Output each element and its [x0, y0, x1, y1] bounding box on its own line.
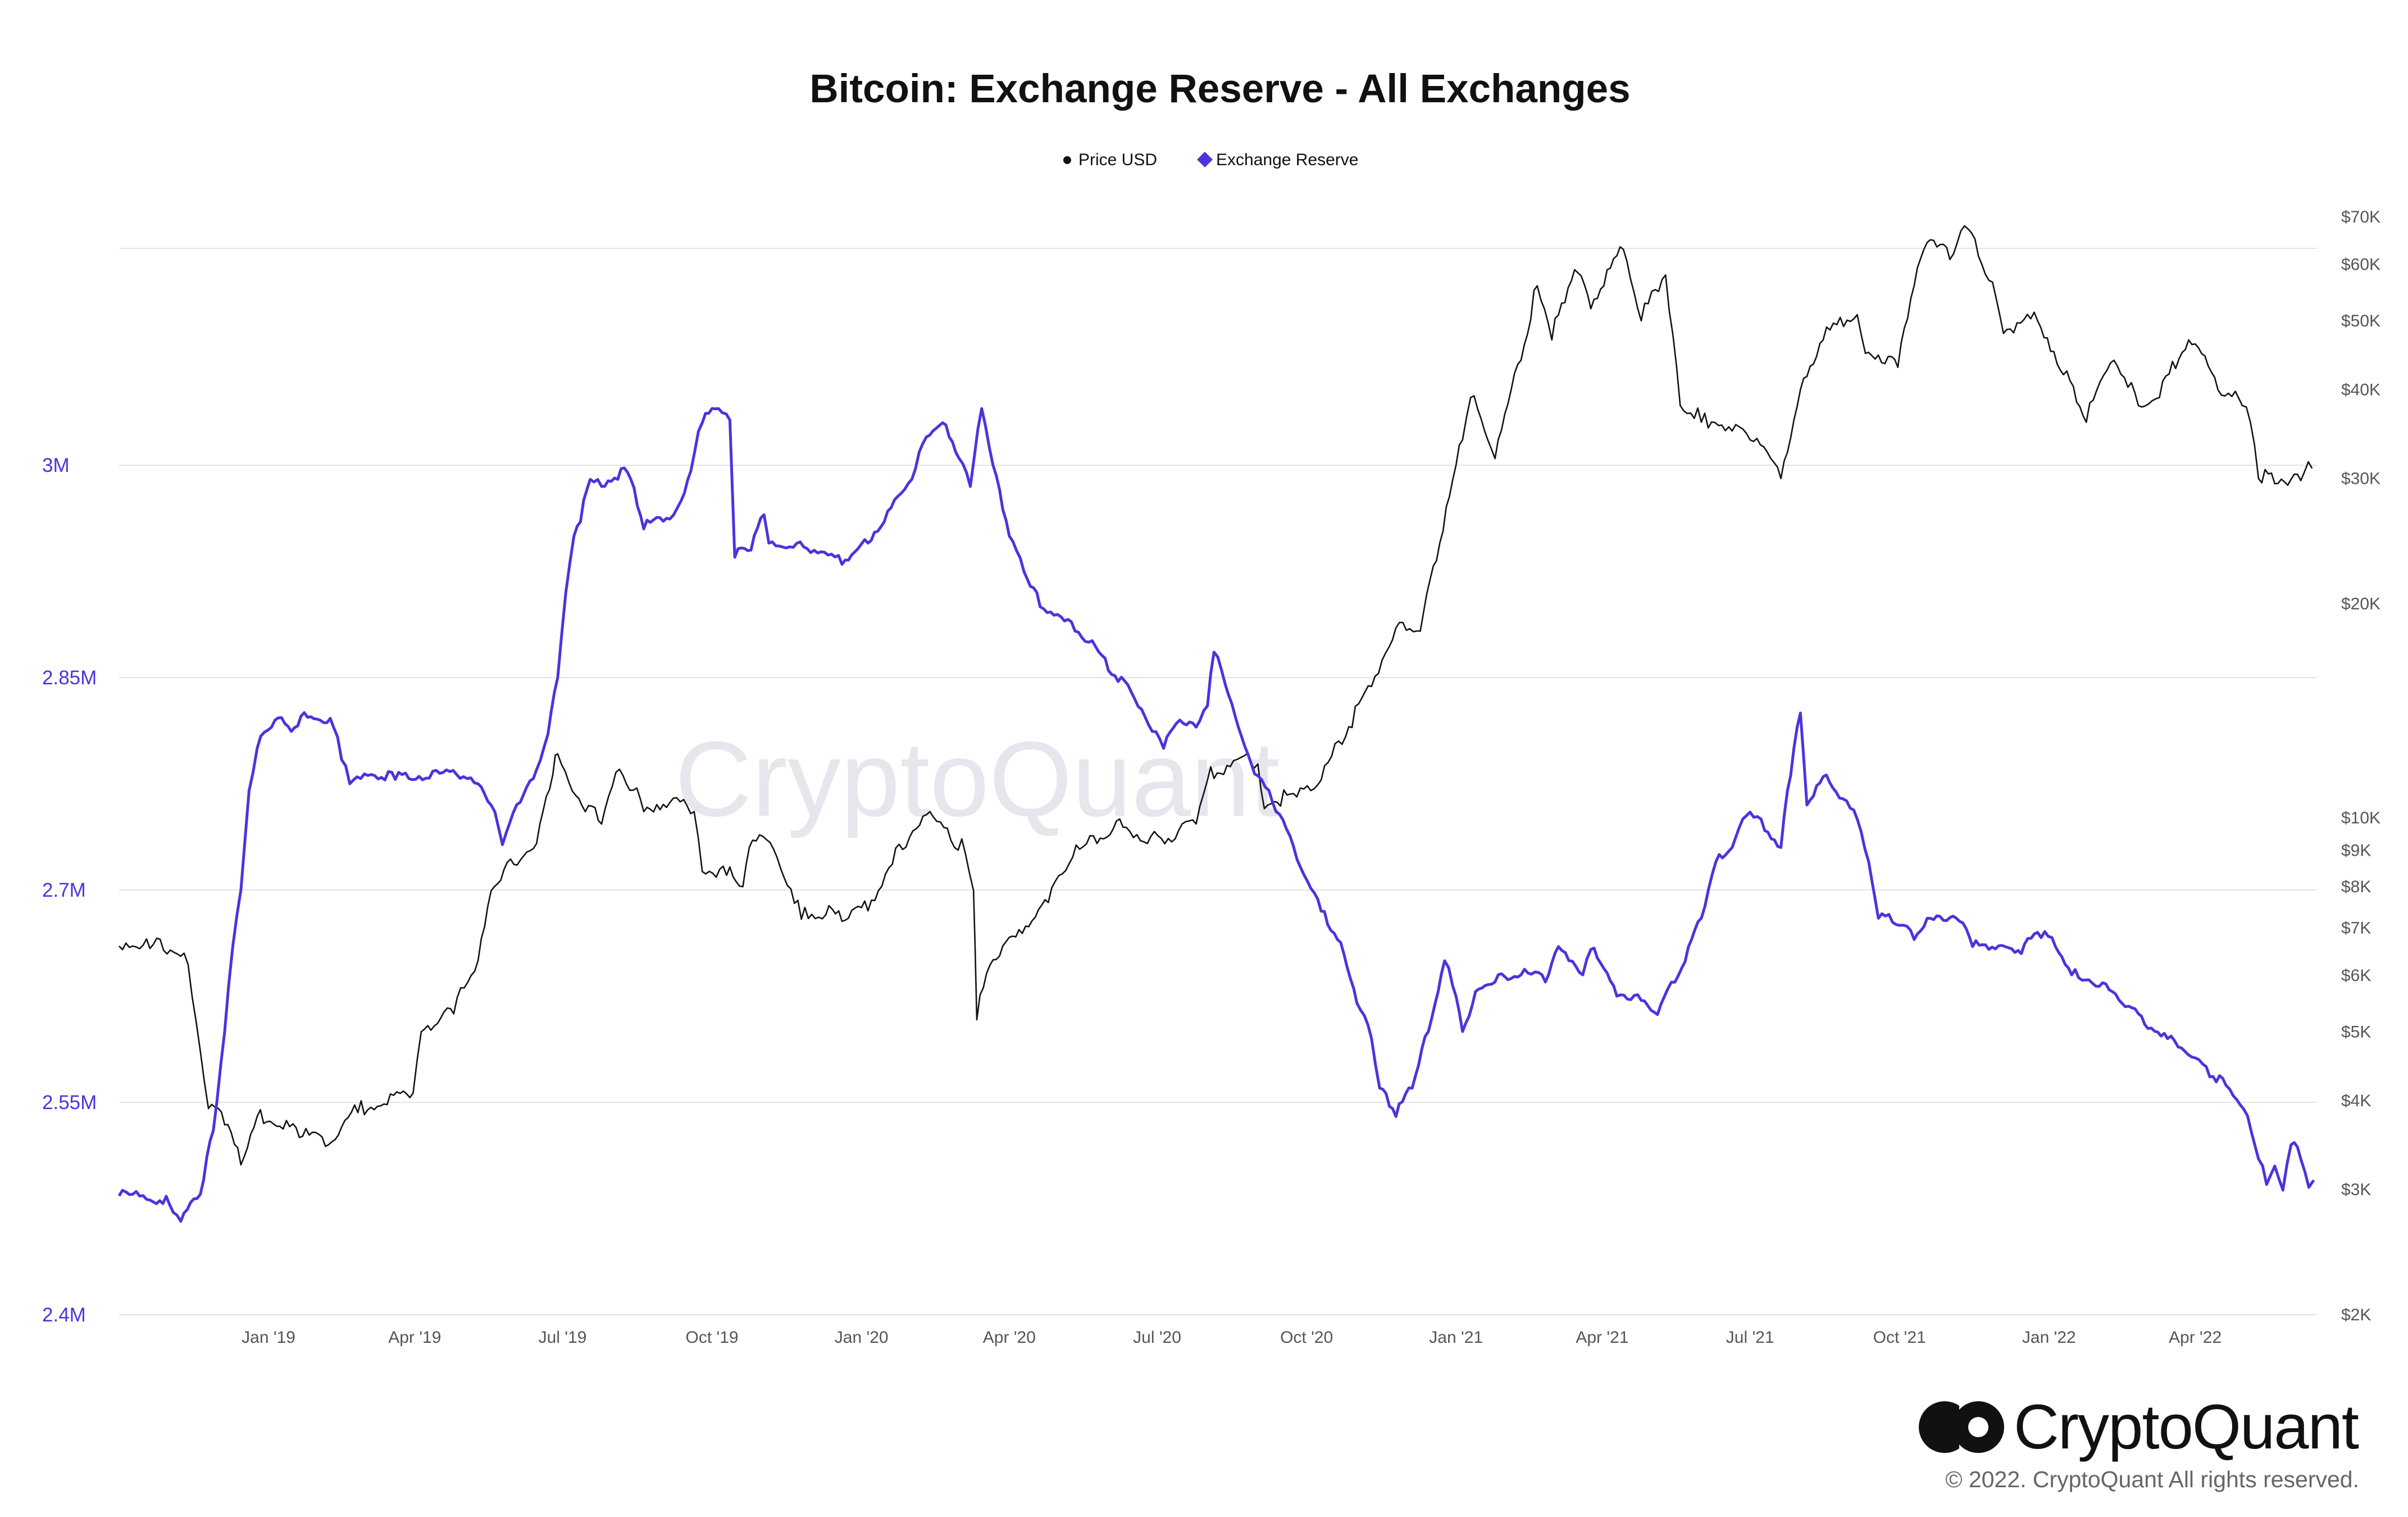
y-right-tick-label: $6K — [2341, 966, 2371, 985]
legend-marker-reserve — [1197, 152, 1213, 167]
cryptoquant-logo-icon — [1919, 1401, 2004, 1453]
x-tick-label: Jan '19 — [242, 1328, 295, 1347]
y-right-tick-label: $70K — [2341, 208, 2380, 226]
x-tick-label: Apr '19 — [388, 1328, 441, 1347]
y-left-tick-label: 2.55M — [42, 1092, 97, 1114]
watermark: CryptoQuant — [675, 720, 1280, 839]
y-right-tick-label: $8K — [2341, 878, 2371, 896]
x-tick-label: Apr '21 — [1576, 1328, 1628, 1347]
x-tick-label: Jul '20 — [1133, 1328, 1181, 1347]
y-right-tick-label: $7K — [2341, 919, 2371, 937]
y-right-tick-label: $30K — [2341, 470, 2380, 488]
x-tick-label: Apr '20 — [983, 1328, 1036, 1347]
y-left-tick-label: 2.4M — [42, 1304, 86, 1326]
x-axis: Jan '19 Apr '19 Jul '19 Oct '19 Jan '20 Apr '… — [242, 1328, 2222, 1347]
y-right-tick-label: $50K — [2341, 312, 2380, 330]
y-right-tick-label: $9K — [2341, 841, 2371, 860]
series-line-exchange-reserve — [117, 407, 2315, 1223]
brand-name: CryptoQuant — [2014, 1392, 2359, 1462]
legend-label: Price USD — [1078, 151, 1157, 169]
y-axis-right: $2K $3K $4K $5K $6K $7K $8K $9K $10K $20K $30K $40K… — [2341, 208, 2380, 1324]
brand-logo: CryptoQuant — [1919, 1392, 2360, 1462]
plot-area — [117, 225, 2315, 1223]
x-tick-label: Apr '22 — [2169, 1328, 2222, 1347]
x-tick-label: Oct '21 — [1873, 1328, 1926, 1347]
y-right-tick-label: $40K — [2341, 381, 2380, 399]
y-right-tick-label: $2K — [2341, 1306, 2371, 1324]
y-right-tick-label: $60K — [2341, 256, 2380, 274]
x-tick-label: Jan '21 — [1429, 1328, 1483, 1347]
legend-label: Exchange Reserve — [1216, 151, 1358, 169]
grid-lines — [119, 248, 2317, 1315]
legend-marker-price — [1063, 156, 1071, 164]
x-tick-label: Jan '22 — [2022, 1328, 2076, 1347]
series-line-price-usd — [119, 225, 2313, 1166]
y-left-tick-label: 2.7M — [42, 879, 86, 901]
chart-legend: Price USD Exchange Reserve — [1063, 151, 1358, 169]
x-tick-label: Jul '21 — [1726, 1328, 1774, 1347]
x-tick-label: Jul '19 — [539, 1328, 587, 1347]
copyright-text: © 2022. CryptoQuant All rights reserved. — [1945, 1466, 2359, 1492]
y-left-tick-label: 3M — [42, 455, 70, 476]
y-left-tick-label: 2.85M — [42, 667, 97, 689]
y-right-tick-label: $5K — [2341, 1023, 2371, 1041]
y-axis-left: 2.4M 2.55M 2.7M 2.85M 3M — [42, 455, 97, 1326]
x-tick-label: Oct '20 — [1280, 1328, 1333, 1347]
y-right-tick-label: $3K — [2341, 1180, 2371, 1199]
y-right-tick-label: $4K — [2341, 1092, 2371, 1110]
x-tick-label: Jan '20 — [835, 1328, 889, 1347]
y-right-tick-label: $20K — [2341, 595, 2380, 614]
y-right-tick-label: $10K — [2341, 809, 2380, 827]
chart-title: Bitcoin: Exchange Reserve - All Exchange… — [809, 67, 1630, 111]
x-tick-label: Oct '19 — [686, 1328, 739, 1347]
